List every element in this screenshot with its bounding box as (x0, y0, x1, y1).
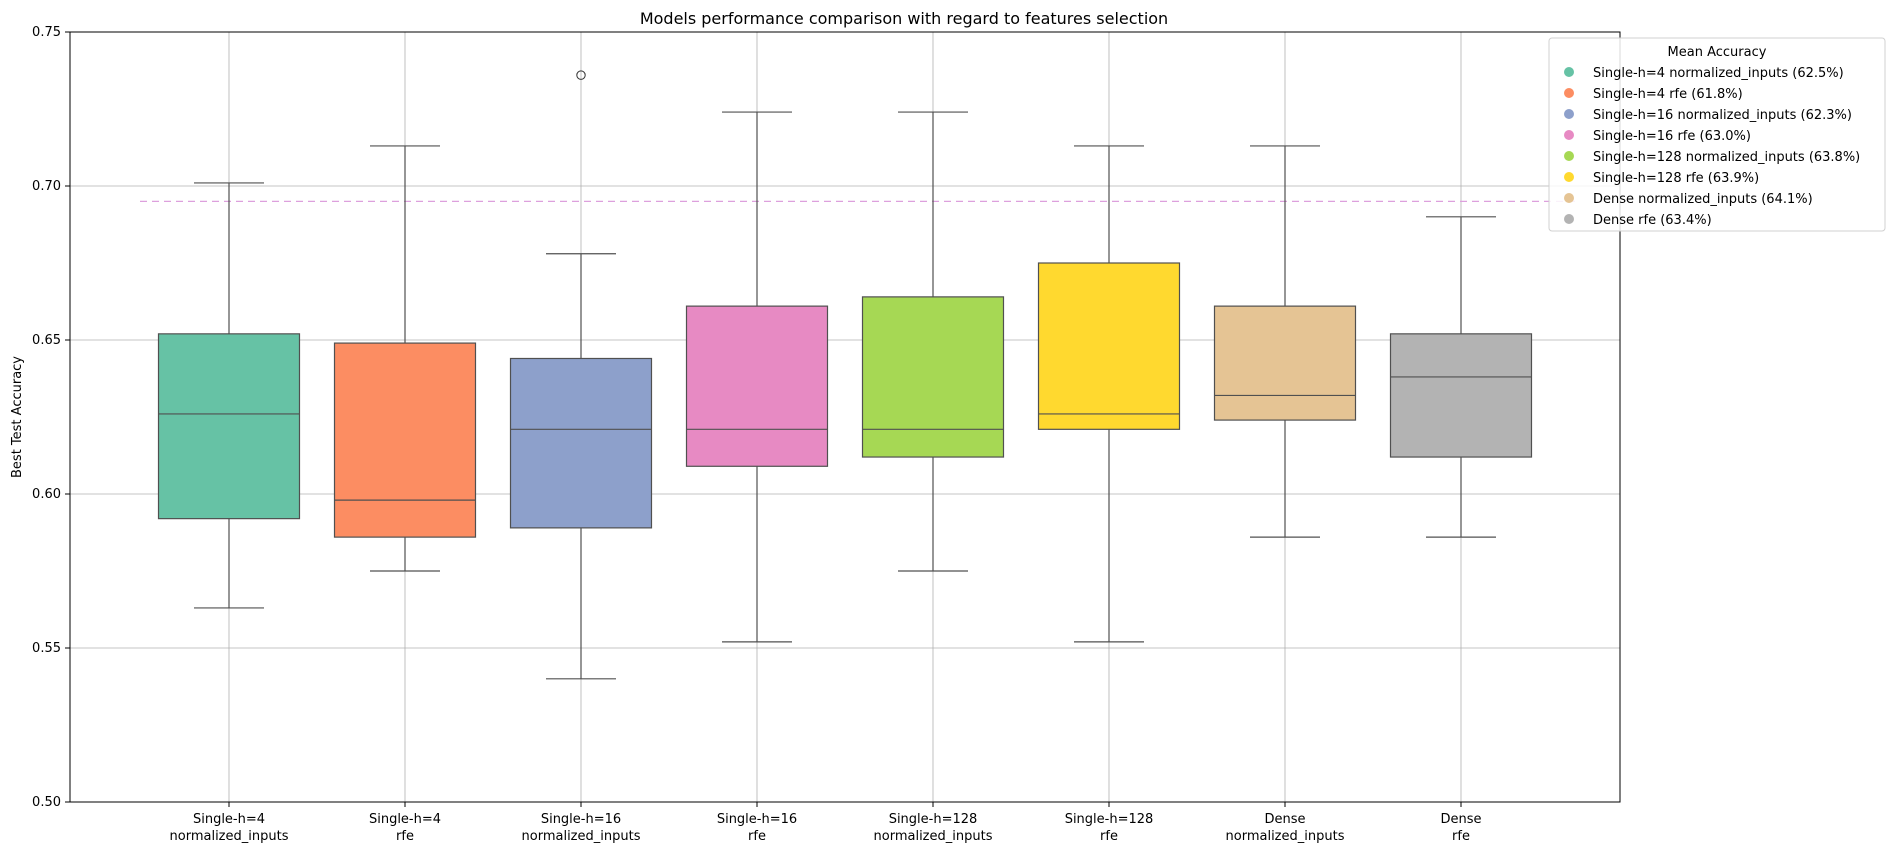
x-tick-label-model: Single-h=4 (193, 812, 265, 827)
x-tick-label-model: Dense (1264, 812, 1305, 827)
legend-marker (1564, 151, 1574, 161)
box-iqr (1389, 333, 1533, 458)
y-tick-label: 0.55 (32, 641, 61, 656)
legend-entry: Single-h=4 rfe (61.8%) (1564, 87, 1743, 102)
boxes-layer (157, 70, 1533, 680)
box-2 (509, 70, 653, 680)
legend-frame (1548, 37, 1886, 232)
x-tick-label-model: Dense (1440, 812, 1481, 827)
box-1 (333, 145, 477, 572)
grid-lines (70, 31, 1620, 803)
legend-label: Single-h=4 rfe (61.8%) (1593, 87, 1743, 102)
legend-label: Single-h=128 normalized_inputs (63.8%) (1593, 150, 1860, 165)
box-4 (861, 111, 1005, 572)
y-tick-label: 0.75 (32, 25, 61, 40)
box-iqr (861, 296, 1005, 458)
legend-entry: Single-h=16 normalized_inputs (62.3%) (1564, 108, 1852, 123)
x-tick-label-model: Single-h=4 (369, 812, 441, 827)
legend-title: Mean Accuracy (1668, 45, 1767, 60)
legend-entry: Single-h=16 rfe (63.0%) (1564, 129, 1751, 144)
y-tick-label: 0.50 (32, 795, 61, 810)
box-iqr (1037, 262, 1181, 430)
legend-entry: Single-h=4 normalized_inputs (62.5%) (1564, 66, 1844, 81)
legend-marker (1564, 88, 1574, 98)
legend-entry: Dense normalized_inputs (64.1%) (1564, 192, 1813, 207)
legend: Mean Accuracy Single-h=4 normalized_inpu… (1548, 37, 1886, 232)
y-axis-ticks: 0.50 0.55 0.60 0.65 0.70 0.75 (32, 25, 70, 810)
x-tick-label-features: rfe (396, 829, 414, 844)
legend-marker (1564, 214, 1574, 224)
y-tick-label: 0.70 (32, 179, 61, 194)
x-axis-ticks: Single-h=4 normalized_inputs Single-h=4 rfe… (170, 802, 1482, 844)
box-iqr (157, 333, 301, 520)
x-tick-label-model: Single-h=16 (717, 812, 797, 827)
legend-label: Single-h=4 normalized_inputs (62.5%) (1593, 66, 1844, 81)
legend-entry: Single-h=128 normalized_inputs (63.8%) (1564, 150, 1860, 165)
x-tick-label-model: Single-h=128 (889, 812, 978, 827)
legend-label: Single-h=128 rfe (63.9%) (1593, 171, 1759, 186)
box-7 (1389, 216, 1533, 538)
legend-entry: Dense rfe (63.4%) (1564, 213, 1712, 228)
x-tick-label-model: Single-h=16 (541, 812, 621, 827)
box-iqr (1213, 305, 1357, 421)
x-tick-label-features: rfe (748, 829, 766, 844)
y-tick-label: 0.65 (32, 333, 61, 348)
plot-area-frame (69, 31, 1621, 803)
x-tick-label-features: normalized_inputs (170, 829, 289, 844)
x-tick-label-features: normalized_inputs (1226, 829, 1345, 844)
box-iqr (509, 357, 653, 529)
legend-marker (1564, 130, 1574, 140)
box-5 (1037, 145, 1181, 643)
legend-marker (1564, 109, 1574, 119)
x-tick-label-features: normalized_inputs (522, 829, 641, 844)
box-iqr (685, 305, 829, 467)
legend-marker (1564, 67, 1574, 77)
x-tick-label-model: Single-h=128 (1065, 812, 1154, 827)
legend-label: Single-h=16 rfe (63.0%) (1593, 129, 1751, 144)
box-iqr (333, 342, 477, 538)
legend-marker (1564, 172, 1574, 182)
legend-entry: Single-h=128 rfe (63.9%) (1564, 171, 1759, 186)
box-6 (1213, 145, 1357, 538)
x-tick-label-features: normalized_inputs (874, 829, 993, 844)
legend-label: Dense rfe (63.4%) (1593, 213, 1712, 228)
box-0 (157, 182, 301, 609)
box-3 (685, 111, 829, 643)
y-axis-label: Best Test Accuracy (10, 356, 25, 478)
x-tick-label-features: rfe (1452, 829, 1470, 844)
y-tick-label: 0.60 (32, 487, 61, 502)
legend-marker (1564, 193, 1574, 203)
legend-label: Single-h=16 normalized_inputs (62.3%) (1593, 108, 1852, 123)
outlier-point (576, 70, 586, 80)
x-tick-label-features: rfe (1100, 829, 1118, 844)
legend-entries: Single-h=4 normalized_inputs (62.5%) Sing… (1564, 66, 1860, 228)
legend-label: Dense normalized_inputs (64.1%) (1593, 192, 1813, 207)
chart-title: Models performance comparison with regar… (640, 9, 1168, 28)
